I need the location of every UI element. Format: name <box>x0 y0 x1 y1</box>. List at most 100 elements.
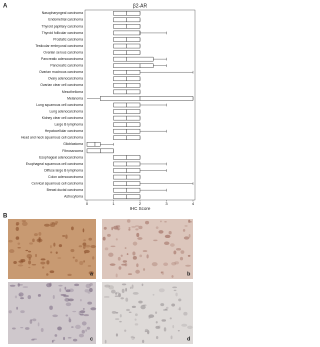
cell <box>163 327 167 332</box>
cell <box>131 305 136 308</box>
cell <box>42 266 45 269</box>
cell <box>170 335 173 340</box>
y-tick-label: Thyroid follicular carcinoma <box>42 31 83 35</box>
cell <box>84 251 87 254</box>
y-tick-label: Diffuse large B lymphoma <box>44 168 83 172</box>
cell <box>121 288 125 294</box>
cell <box>15 236 20 240</box>
cell <box>64 286 67 290</box>
cell <box>92 256 95 260</box>
cell <box>102 236 106 241</box>
cell <box>179 306 181 311</box>
cell <box>84 244 91 248</box>
box <box>113 30 141 36</box>
cell <box>53 223 58 225</box>
cell <box>122 260 128 263</box>
cell <box>128 311 132 314</box>
cell <box>177 330 180 332</box>
box <box>113 63 154 68</box>
cell <box>88 271 95 275</box>
cell <box>171 303 176 307</box>
cell <box>104 339 107 344</box>
cell <box>87 291 91 294</box>
cell <box>126 219 131 223</box>
cell <box>52 314 58 318</box>
cell <box>78 311 81 316</box>
cell <box>29 319 33 324</box>
cell <box>68 317 71 320</box>
x-tick-label: 3 <box>165 201 168 206</box>
y-tick-label: Pancreatic carcinoma <box>50 64 83 68</box>
cell <box>121 263 126 266</box>
y-tick-label: Breast ductal carcinoma <box>47 188 83 192</box>
cell <box>141 283 144 287</box>
cell <box>109 263 116 266</box>
cell <box>104 247 109 251</box>
cell <box>119 314 122 318</box>
cell <box>127 273 133 275</box>
chart-title: β2-AR <box>133 3 148 9</box>
y-tick-label: Testicular embryonal carcinoma <box>35 44 83 48</box>
cell <box>52 294 55 299</box>
cell <box>115 318 120 320</box>
cell <box>40 258 46 261</box>
cell <box>20 297 24 300</box>
cell <box>155 311 158 314</box>
y-tick-label: Ovarian serous carcinoma <box>43 50 83 54</box>
cell <box>8 310 12 314</box>
cell <box>131 225 136 228</box>
cell <box>78 333 85 338</box>
cell <box>120 297 124 300</box>
cell <box>128 227 131 229</box>
plot-area: 0 1 2 3 4 Nasopharyngeal carcinoma Endometrial… <box>21 9 196 206</box>
cell <box>79 260 84 266</box>
cell <box>120 254 123 257</box>
cell <box>82 245 86 249</box>
cell <box>85 283 91 289</box>
y-tick-label: Ovarian clear cell carcinoma <box>40 83 83 87</box>
cell <box>65 289 71 293</box>
cell <box>63 294 70 298</box>
cell <box>132 256 137 260</box>
cell <box>164 220 167 223</box>
cell <box>29 242 33 245</box>
cell <box>36 238 43 243</box>
cell <box>134 318 137 321</box>
cell <box>190 220 192 223</box>
cell <box>28 266 31 269</box>
cell <box>138 300 143 304</box>
cell <box>118 266 122 270</box>
cell <box>133 337 136 339</box>
image-label: a <box>90 271 94 277</box>
y-tick-label: Lung adenocarcinoma <box>49 109 83 113</box>
cell <box>75 324 81 330</box>
cell <box>115 333 119 337</box>
cell <box>179 256 184 261</box>
y-tick-label: Astrocytoma <box>64 195 83 199</box>
cell <box>114 295 119 298</box>
y-tick-label: Prostatic carcinoma <box>53 37 83 41</box>
image-label: c <box>90 336 93 342</box>
cell <box>28 260 32 265</box>
cell <box>168 230 172 235</box>
cell <box>148 314 155 318</box>
cell <box>115 226 121 231</box>
cell <box>188 233 191 238</box>
cell <box>46 260 50 265</box>
cell <box>126 308 130 312</box>
cell <box>52 339 56 342</box>
figure: A β2-AR IHC Score B 0 1 2 3 4 Nasopharyngeal … <box>3 3 196 344</box>
cell <box>124 247 127 249</box>
cell <box>126 253 129 256</box>
cell <box>49 270 55 274</box>
cell <box>142 250 148 252</box>
cell <box>183 236 190 240</box>
cell <box>140 304 146 310</box>
cell <box>15 223 19 226</box>
cell <box>111 310 117 314</box>
cell <box>143 268 146 271</box>
cell <box>68 318 72 323</box>
y-tick-label: Endometrial carcinoma <box>48 18 83 22</box>
cell <box>111 289 116 294</box>
cell <box>135 228 139 231</box>
